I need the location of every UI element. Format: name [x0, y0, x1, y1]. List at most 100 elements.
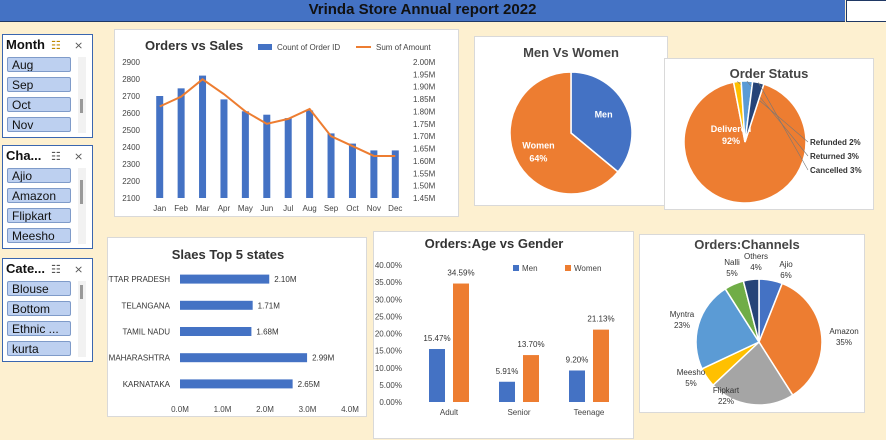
bar-count-jun: [263, 114, 271, 198]
x-tick-label: Feb: [174, 204, 188, 213]
slicer-channel[interactable]: Cha... ☷ ⨯ Ajio Amazon Flipkart Meesho: [2, 145, 93, 249]
slicer-month[interactable]: Month ☷ ⨯ Aug Sep Oct Nov: [2, 34, 93, 138]
slicer-item-oct[interactable]: Oct: [7, 97, 71, 112]
chart-title: Slaes Top 5 states: [172, 247, 284, 262]
slicer-scroll-thumb[interactable]: [80, 180, 83, 204]
slicer-scrollbar[interactable]: [78, 168, 86, 244]
bar-uttar-pradesh: [180, 274, 270, 284]
slicer-item-kurta[interactable]: kurta: [7, 341, 71, 356]
y2-tick-label: 1.50M: [413, 182, 436, 191]
men-vs-women-svg: Men Vs Women Men Women 64%: [509, 45, 633, 195]
x-tick-label: Nov: [367, 204, 381, 213]
y2-tick-label: 2.00M: [413, 58, 436, 67]
data-label: 2.65M: [298, 380, 321, 389]
y2-tick-label: 1.70M: [413, 132, 436, 141]
data-label: 1.68M: [256, 328, 279, 337]
multi-select-icon[interactable]: ☷: [51, 40, 61, 52]
y2-tick-label: 1.75M: [413, 120, 436, 129]
clear-filter-icon[interactable]: ⨯: [74, 151, 84, 163]
pie-label-men: Men: [595, 110, 613, 120]
pie-slice-amazon: [758, 282, 823, 397]
y-tick-label: 2600: [122, 109, 140, 118]
y-tick-label: 2900: [122, 58, 140, 67]
data-label: 2.99M: [312, 354, 335, 363]
legend-label-amount: Sum of Amount: [376, 43, 431, 52]
x-tick-label: Dec: [388, 204, 402, 213]
slicer-item-sep[interactable]: Sep: [7, 77, 71, 92]
x-tick-label: Senior: [507, 408, 530, 417]
y-tick-label: 20.00%: [375, 330, 402, 339]
x-tick-label: Adult: [440, 408, 459, 417]
top-states-chart: Slaes Top 5 states UTTAR PRADESH 2.10M TELA…: [107, 237, 367, 417]
legend-swatch-count: [258, 44, 272, 50]
pie-value-women: 64%: [529, 153, 547, 163]
slicer-item-ajio[interactable]: Ajio: [7, 168, 71, 183]
multi-select-icon[interactable]: ☷: [51, 151, 61, 163]
chart-title: Order Status: [730, 66, 809, 81]
data-label: 34.59%: [447, 269, 474, 278]
y2-tick-label: 1.45M: [413, 194, 436, 203]
pie-label-others: Others: [744, 252, 768, 261]
pie-value-text: 3%: [850, 166, 862, 175]
slicer-scroll-thumb[interactable]: [80, 285, 83, 299]
top-states-svg: Slaes Top 5 states UTTAR PRADESH 2.10M TELA…: [108, 247, 359, 414]
bar-men-teenage: [569, 370, 585, 402]
y-tick-label: TAMIL NADU: [122, 328, 170, 337]
slicer-item-flipkart[interactable]: Flipkart: [7, 208, 71, 223]
y2-tick-label: 1.90M: [413, 83, 436, 92]
clear-filter-icon[interactable]: ⨯: [74, 264, 84, 276]
x-tick-label: 0.0M: [171, 405, 189, 414]
pie-slice-myntra: [695, 287, 761, 370]
pie-label-nalli: Nalli: [724, 258, 740, 267]
pie-value-text: 3%: [847, 152, 859, 161]
order-status-chart: Order Status Delivered 92% Refunded 2% Retur…: [664, 58, 874, 210]
pie-label-flipkart: Flipkart: [713, 386, 740, 395]
chart-title: Men Vs Women: [523, 45, 619, 60]
y-tick-label: 30.00%: [375, 295, 402, 304]
slicer-item-amazon[interactable]: Amazon: [7, 188, 71, 203]
pie-value-meesho: 5%: [685, 379, 697, 388]
slicer-item-meesho[interactable]: Meesho: [7, 228, 71, 243]
clear-filter-icon[interactable]: ⨯: [74, 40, 84, 52]
x-tick-label: Sep: [324, 204, 339, 213]
pie-label-myntra: Myntra: [670, 310, 695, 319]
pie-slice-others: [742, 278, 760, 343]
pie-label-text: Returned: [810, 152, 847, 161]
bar-tamil-nadu: [180, 327, 252, 336]
slicer-category[interactable]: Cate... ☷ ⨯ Blouse Bottom Ethnic ... kur…: [2, 258, 93, 362]
x-tick-label: 4.0M: [341, 405, 359, 414]
pie-label-ajio: Ajio: [779, 260, 793, 269]
multi-select-icon[interactable]: ☷: [51, 264, 61, 276]
age-vs-gender-svg: Orders:Age vs Gender Men Women 0.00% 5.00% 10…: [375, 236, 615, 417]
pie-label-delivered: Delivered: [711, 124, 752, 134]
y-tick-label: MAHARASHTRA: [109, 354, 171, 363]
bar-telangana: [180, 300, 253, 310]
pie-label-amazon: Amazon: [829, 327, 858, 336]
bar-count-aug: [306, 110, 314, 198]
pie-value-amazon: 35%: [836, 338, 852, 347]
x-tick-label: Oct: [346, 204, 359, 213]
bar-women-adult: [453, 283, 469, 402]
slicer-scroll-thumb[interactable]: [80, 99, 83, 113]
slicer-item-aug[interactable]: Aug: [7, 57, 71, 72]
data-label: 1.71M: [258, 301, 281, 310]
slicer-scrollbar[interactable]: [78, 57, 86, 133]
y-tick-label: 15.00%: [375, 347, 402, 356]
x-tick-label: 3.0M: [299, 405, 317, 414]
slicer-item-ethnic[interactable]: Ethnic ...: [7, 321, 71, 336]
y-tick-label: 2100: [122, 194, 140, 203]
slicer-item-blouse[interactable]: Blouse: [7, 281, 71, 296]
slicer-scrollbar[interactable]: [78, 281, 86, 357]
slicer-item-nov[interactable]: Nov: [7, 117, 71, 132]
leader-line-cancelled: [758, 82, 809, 171]
y-tick-label: 2500: [122, 126, 140, 135]
y-tick-label: 10.00%: [375, 364, 402, 373]
x-tick-label: Mar: [196, 204, 210, 213]
legend-label-men: Men: [522, 264, 538, 273]
y-tick-label: 40.00%: [375, 261, 402, 270]
slicer-item-bottom[interactable]: Bottom: [7, 301, 71, 316]
data-label: 5.91%: [496, 367, 519, 376]
bar-count-nov: [370, 150, 378, 198]
pie-label-text: Refunded: [810, 138, 849, 147]
legend-label-count: Count of Order ID: [277, 43, 340, 52]
